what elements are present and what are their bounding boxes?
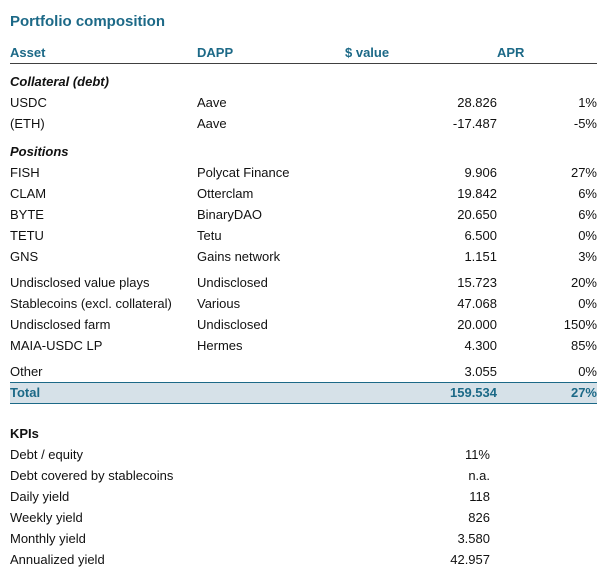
total-apr: 27% (497, 382, 597, 404)
cell-value: 19.842 (457, 186, 497, 201)
cell-dapp: Tetu (197, 228, 222, 243)
cell-apr: 20% (570, 275, 597, 290)
kpi-label: Monthly yield (10, 531, 86, 546)
kpis-section: KPIs Debt / equity 11% Debt covered by s… (10, 424, 597, 570)
cell-apr: -5% (573, 116, 597, 131)
cell-apr: 85% (570, 338, 597, 353)
kpi-row: Weekly yield 826 (10, 507, 490, 528)
cell-apr: 3% (578, 249, 597, 264)
cell-value: 6.500 (464, 228, 497, 243)
cell-apr: 0% (578, 296, 597, 311)
table-row: Other 3.055 0% (10, 361, 597, 383)
kpi-row: Monthly yield 3.580 (10, 528, 490, 549)
cell-dapp: Aave (197, 95, 227, 110)
cell-apr: 150% (563, 317, 597, 332)
cell-value: 47.068 (457, 296, 497, 311)
cell-asset: USDC (10, 95, 47, 110)
cell-apr: 6% (578, 186, 597, 201)
kpi-row: Debt covered by stablecoins n.a. (10, 465, 490, 486)
table-row: TETU Tetu 6.500 0% (10, 225, 597, 246)
kpi-label: Weekly yield (10, 510, 83, 525)
cell-dapp: Hermes (197, 338, 243, 353)
cell-dapp: BinaryDAO (197, 207, 263, 222)
table-row: FISH Polycat Finance 9.906 27% (10, 162, 597, 183)
section-header-collateral: Collateral (debt) (10, 64, 597, 93)
cell-apr: 27% (570, 165, 597, 180)
table-row: Undisclosed value plays Undisclosed 15.7… (10, 272, 597, 293)
cell-dapp: Undisclosed (197, 275, 268, 290)
page-title: Portfolio composition (10, 13, 165, 30)
cell-asset: (ETH) (10, 116, 45, 131)
cell-dapp: Polycat Finance (197, 165, 290, 180)
table-row: GNS Gains network 1.151 3% (10, 246, 597, 267)
kpi-row: Daily yield 118 (10, 486, 490, 507)
cell-dapp: Gains network (197, 249, 281, 264)
table-row: USDC Aave 28.826 1% (10, 92, 597, 113)
kpi-label: Debt / equity (10, 447, 83, 462)
table-row: BYTE BinaryDAO 20.650 6% (10, 204, 597, 225)
cell-asset: TETU (10, 228, 44, 243)
cell-value: -17.487 (452, 116, 497, 131)
kpi-row: Annualized yield 42.957 (10, 549, 490, 570)
kpi-label: Annualized yield (10, 552, 105, 567)
cell-dapp: Aave (197, 116, 227, 131)
cell-value: 1.151 (464, 249, 497, 264)
total-value: 159.534 (345, 382, 497, 404)
cell-value: 28.826 (457, 95, 497, 110)
total-label: Total (10, 382, 197, 404)
kpi-value: 42.957 (450, 552, 490, 567)
cell-value: 4.300 (464, 338, 497, 353)
cell-asset: Undisclosed value plays (10, 275, 150, 290)
cell-asset: GNS (10, 249, 39, 264)
section-header-positions: Positions (10, 134, 597, 162)
kpi-label: Debt covered by stablecoins (10, 468, 174, 483)
cell-apr: 0% (578, 228, 597, 243)
cell-value: 20.000 (457, 317, 497, 332)
table-row: MAIA-USDC LP Hermes 4.300 85% (10, 335, 597, 356)
portfolio-table: Asset DAPP $ value APR Collateral (debt)… (10, 43, 597, 404)
cell-value: 9.906 (464, 165, 497, 180)
section-label: Collateral (debt) (10, 74, 109, 89)
cell-value: 20.650 (457, 207, 497, 222)
cell-apr: 0% (578, 364, 597, 379)
cell-asset: BYTE (10, 207, 44, 222)
cell-dapp: Otterclam (197, 186, 254, 201)
table-row: (ETH) Aave -17.487 -5% (10, 113, 597, 134)
total-row: Total 159.534 27% (10, 382, 597, 404)
column-header-value: $ value (345, 43, 497, 64)
cell-value: 3.055 (464, 364, 497, 379)
kpis-title: KPIs (10, 426, 39, 441)
section-label: Positions (10, 144, 69, 159)
column-header-apr: APR (497, 43, 597, 64)
column-header-dapp: DAPP (197, 43, 345, 64)
cell-asset: FISH (10, 165, 40, 180)
cell-dapp: Various (197, 296, 241, 311)
table-row: CLAM Otterclam 19.842 6% (10, 183, 597, 204)
kpis-table: Debt / equity 11% Debt covered by stable… (10, 444, 490, 570)
kpi-row: Debt / equity 11% (10, 444, 490, 465)
table-row: Undisclosed farm Undisclosed 20.000 150% (10, 314, 597, 335)
cell-dapp (197, 361, 345, 383)
cell-value: 15.723 (457, 275, 497, 290)
kpi-value: 826 (468, 510, 490, 525)
column-header-asset: Asset (10, 43, 197, 64)
kpi-value: 11% (464, 447, 490, 462)
cell-asset: Undisclosed farm (10, 317, 111, 332)
cell-apr: 6% (578, 207, 597, 222)
kpi-value: 118 (469, 489, 490, 504)
table-row: Stablecoins (excl. collateral) Various 4… (10, 293, 597, 314)
cell-asset: Stablecoins (excl. collateral) (10, 296, 172, 311)
cell-dapp: Undisclosed (197, 317, 268, 332)
kpi-value: 3.580 (457, 531, 490, 546)
table-header-row: Asset DAPP $ value APR (10, 43, 597, 64)
cell-asset: CLAM (10, 186, 47, 201)
cell-apr: 1% (578, 95, 597, 110)
total-dapp-cell (197, 382, 345, 404)
kpi-value: n.a. (468, 468, 490, 483)
cell-asset: MAIA-USDC LP (10, 338, 103, 353)
cell-asset: Other (10, 364, 43, 379)
kpi-label: Daily yield (10, 489, 70, 504)
